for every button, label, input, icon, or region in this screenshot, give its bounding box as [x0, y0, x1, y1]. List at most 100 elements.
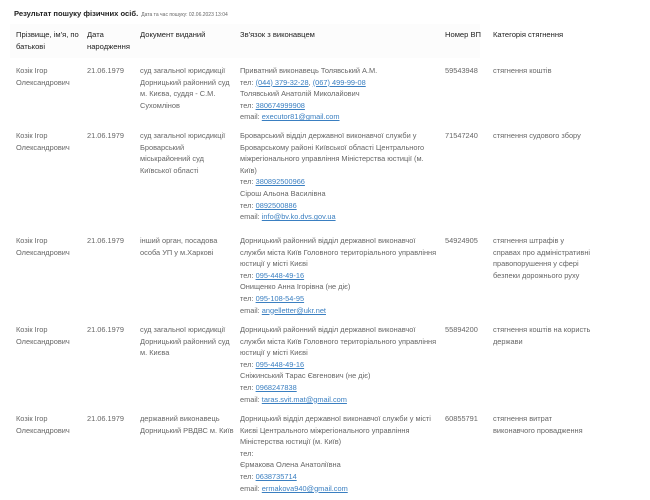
- contact-text: тел:: [240, 359, 256, 369]
- contact-line: Єрмакова Олена Анатоліївна: [240, 459, 440, 471]
- email-link[interactable]: ermakova940@gmail.com: [261, 483, 348, 493]
- col-birth: Дата народження: [87, 30, 130, 51]
- executor-contact: Броварський відділ державної виконавчої …: [240, 130, 440, 223]
- contact-text: email:: [240, 112, 262, 122]
- contact-text: Дорницький районний відділ державної вик…: [240, 325, 437, 358]
- contact-text: тел:: [240, 382, 256, 392]
- contact-line: тел: 095-448-49-16: [240, 270, 440, 282]
- separator: ,: [308, 77, 313, 87]
- phone-link[interactable]: 0968247838: [255, 382, 297, 392]
- contact-text: тел:: [240, 100, 256, 110]
- contact-text: Дорницький відділ державної виконавчої с…: [240, 414, 431, 447]
- contact-text: тел:: [240, 77, 256, 87]
- issued-document: інший орган, посадова особа УП у м.Харко…: [140, 236, 218, 257]
- phone-link[interactable]: (067) 499-99-08: [312, 77, 366, 87]
- contact-text: Сірош Альона Василівна: [240, 188, 326, 198]
- enforcement-number: 59543948: [445, 66, 478, 75]
- contact-text: email:: [240, 394, 262, 404]
- contact-line: Дорницький районний відділ державної вик…: [240, 324, 440, 359]
- phone-link[interactable]: 095-108-54-95: [255, 293, 305, 303]
- contact-line: email: angelletter@ukr.net: [240, 305, 440, 317]
- contact-line: тел: (044) 379-32-28, (067) 499-99-08: [240, 77, 440, 89]
- contact-line: Дорницький відділ державної виконавчої с…: [240, 413, 440, 448]
- contact-text: тел:: [240, 448, 254, 458]
- title-text: Результат пошуку фізичних осіб.: [14, 9, 139, 18]
- issued-document: суд загальної юрисдикції Броварський міс…: [140, 131, 226, 175]
- executor-contact: Дорницький відділ державної виконавчої с…: [240, 413, 440, 494]
- enforcement-number: 55894200: [445, 325, 478, 334]
- collection-category: стягнення судового збору: [493, 131, 581, 140]
- contact-line: тел: 380892500966: [240, 176, 440, 188]
- executor-contact: Приватний виконавець Толявський А.М. тел:…: [240, 65, 440, 123]
- contact-text: email:: [240, 212, 262, 222]
- email-link[interactable]: angelletter@ukr.net: [261, 305, 326, 315]
- contact-line: Броварський відділ державної виконавчої …: [240, 130, 440, 176]
- phone-link[interactable]: 380674999908: [255, 100, 305, 110]
- phone-link[interactable]: 095-448-49-16: [255, 270, 305, 280]
- contact-text: Онищенко Анна Ігорівна (не діє): [240, 282, 351, 292]
- person-name: Козік Ігор Олександрович: [16, 131, 70, 152]
- email-link[interactable]: taras.svit.mat@gmail.com: [261, 394, 347, 404]
- contact-line: email: info@bv.ko.dvs.gov.ua: [240, 211, 440, 223]
- contact-line: Сірош Альона Василівна: [240, 188, 440, 200]
- issued-document: державний виконавець Дорницький РВДВС м.…: [140, 414, 234, 435]
- birth-date: 21.06.1979: [87, 66, 124, 75]
- col-contact: Зв'язок з виконавцем: [240, 30, 315, 39]
- contact-line: email: taras.svit.mat@gmail.com: [240, 394, 440, 406]
- person-name: Козік Ігор Олександрович: [16, 236, 70, 257]
- table-header-bg: [10, 24, 480, 58]
- collection-category: стягнення штрафів у справах про адмініст…: [493, 236, 591, 280]
- contact-line: Приватний виконавець Толявський А.М.: [240, 65, 440, 77]
- enforcement-number: 60855791: [445, 414, 478, 423]
- collection-category: стягнення витрат виконавчого провадження: [493, 414, 583, 435]
- executor-contact: Дорницький районний відділ державної вик…: [240, 324, 440, 405]
- contact-text: тел:: [240, 270, 256, 280]
- phone-link[interactable]: 380892500966: [255, 177, 305, 187]
- collection-category: стягнення коштів: [493, 66, 552, 75]
- col-doc: Документ виданий: [140, 30, 206, 39]
- col-category: Категорія стягнення: [493, 30, 564, 39]
- page-title: Результат пошуку фізичних осіб. Дата та ч…: [14, 9, 228, 18]
- contact-line: Онищенко Анна Ігорівна (не діє): [240, 281, 440, 293]
- phone-link[interactable]: (044) 379-32-28: [255, 77, 309, 87]
- contact-text: Приватний виконавець Толявський А.М.: [240, 66, 378, 75]
- enforcement-number: 54924905: [445, 236, 478, 245]
- contact-text: тел:: [240, 200, 256, 210]
- person-name: Козік Ігор Олександрович: [16, 325, 70, 346]
- contact-line: Толявський Анатолій Миколайович: [240, 88, 440, 100]
- collection-category: стягнення коштів на користь держави: [493, 325, 591, 346]
- email-link[interactable]: executor81@gmail.com: [261, 112, 340, 122]
- contact-text: тел:: [240, 293, 256, 303]
- issued-document: суд загальної юрисдикції Дорницький райо…: [140, 66, 230, 110]
- contact-line: тел: 0892500886: [240, 200, 440, 212]
- contact-text: Єрмакова Олена Анатоліївна: [240, 460, 341, 470]
- issued-document: суд загальної юрисдикції Дорницький райо…: [140, 325, 230, 358]
- contact-line: email: ermakova940@gmail.com: [240, 483, 440, 495]
- contact-text: Толявський Анатолій Миколайович: [240, 89, 360, 99]
- birth-date: 21.06.1979: [87, 414, 124, 423]
- person-name: Козік Ігор Олександрович: [16, 414, 70, 435]
- search-datetime: Дата та час пошуку: 02.06.2023 13:04: [141, 12, 228, 18]
- email-link[interactable]: info@bv.ko.dvs.gov.ua: [261, 212, 336, 222]
- contact-text: Сніжинський Тарас Євгенович (не діє): [240, 371, 371, 381]
- contact-text: email:: [240, 305, 262, 315]
- phone-link[interactable]: 095-448-49-16: [255, 359, 305, 369]
- col-vp: Номер ВП: [445, 30, 482, 39]
- contact-line: тел:: [240, 448, 440, 460]
- birth-date: 21.06.1979: [87, 236, 124, 245]
- contact-text: email:: [240, 483, 262, 493]
- birth-date: 21.06.1979: [87, 325, 124, 334]
- contact-text: Дорницький районний відділ державної вик…: [240, 236, 437, 269]
- person-name: Козік Ігор Олександрович: [16, 66, 70, 87]
- contact-line: тел: 095-108-54-95: [240, 293, 440, 305]
- birth-date: 21.06.1979: [87, 131, 124, 140]
- contact-line: тел: 380674999908: [240, 100, 440, 112]
- phone-link[interactable]: 0892500886: [255, 200, 297, 210]
- contact-line: email: executor81@gmail.com: [240, 111, 440, 123]
- executor-contact: Дорницький районний відділ державної вик…: [240, 235, 440, 316]
- contact-text: тел:: [240, 471, 256, 481]
- phone-link[interactable]: 0638735714: [255, 471, 297, 481]
- contact-line: Дорницький районний відділ державної вик…: [240, 235, 440, 270]
- contact-line: Сніжинський Тарас Євгенович (не діє): [240, 370, 440, 382]
- enforcement-number: 71547240: [445, 131, 478, 140]
